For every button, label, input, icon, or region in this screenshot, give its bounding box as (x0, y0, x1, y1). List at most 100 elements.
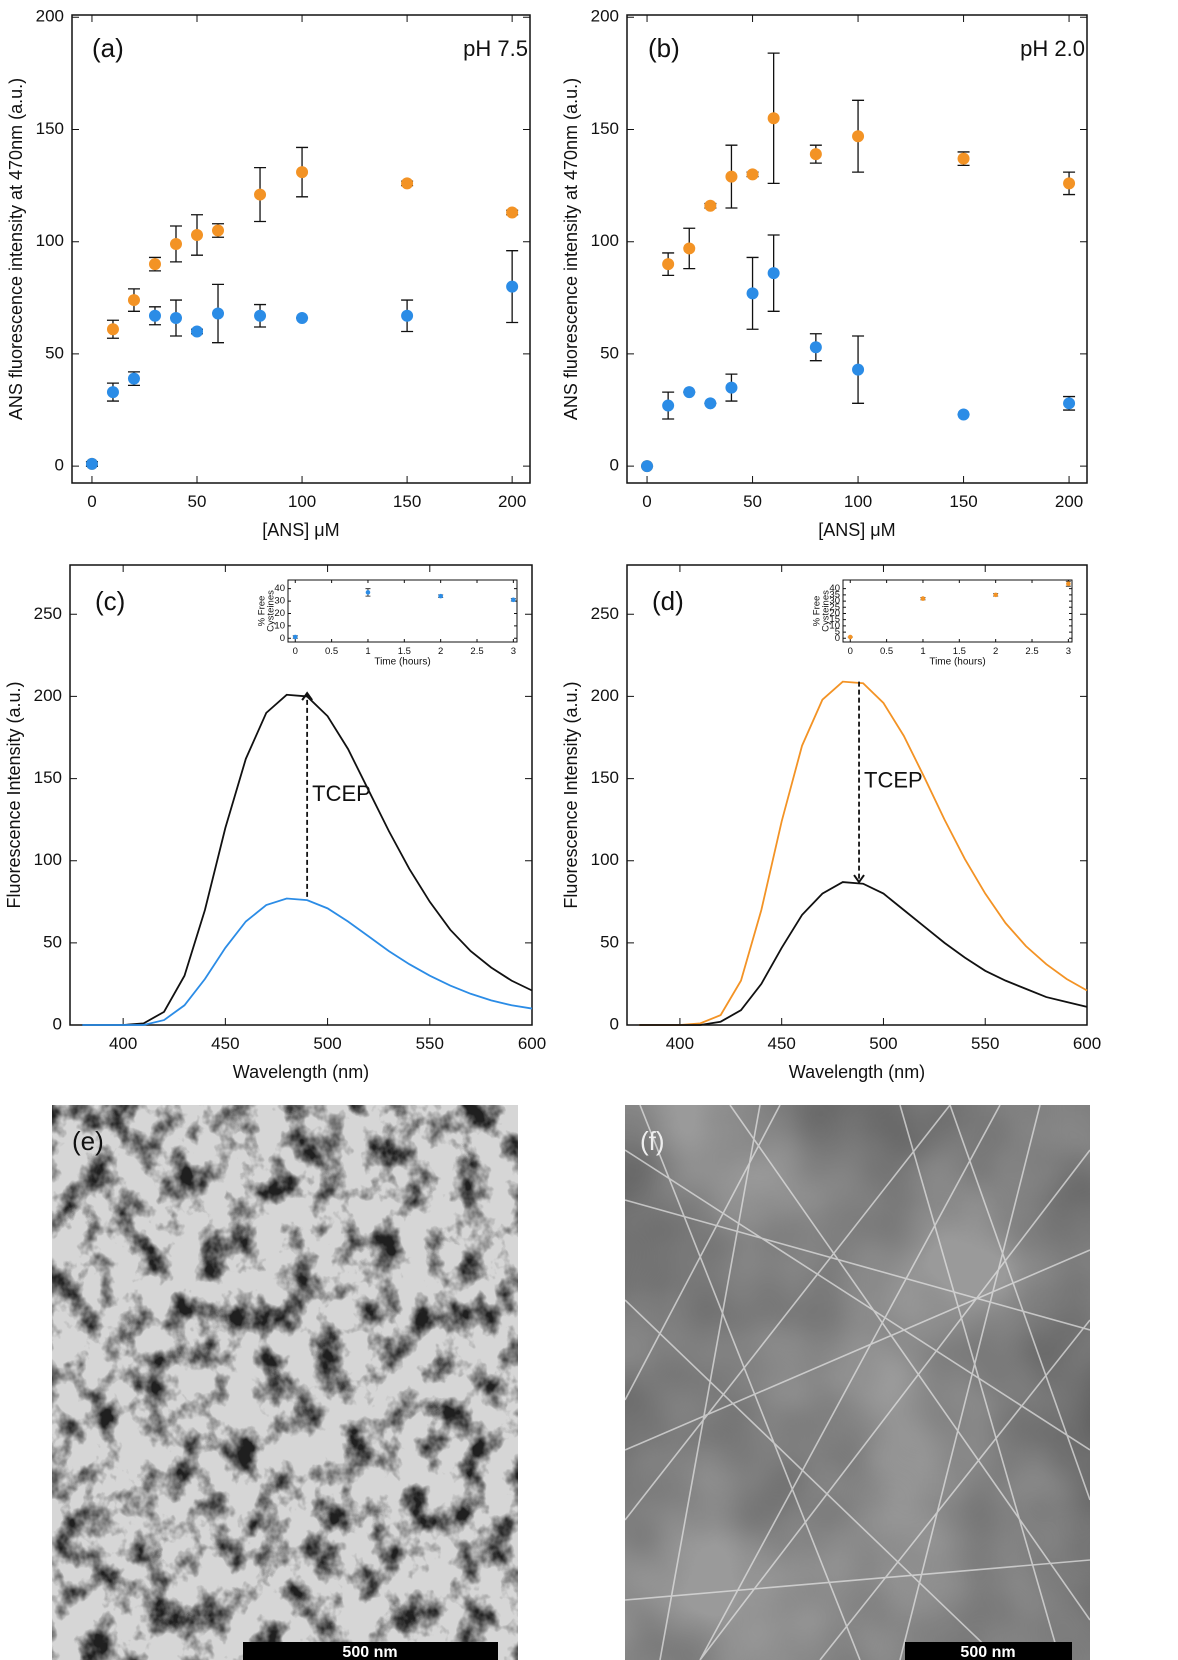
y-tick-label: 0 (280, 633, 285, 644)
point (212, 307, 225, 320)
y-tick-label: 200 (34, 686, 62, 705)
point (852, 130, 865, 143)
panel-label: (e) (72, 1126, 104, 1156)
point (106, 323, 119, 336)
y-tick-label: 25 (829, 602, 840, 613)
point (148, 258, 161, 271)
x-tick-label: 2 (993, 646, 998, 657)
annotation-label: TCEP (864, 768, 923, 793)
point (683, 242, 696, 255)
y-tick-label: 10 (829, 620, 840, 631)
x-tick-label: 450 (768, 1034, 796, 1053)
y-tick-label: 20 (274, 608, 285, 619)
point (993, 592, 998, 598)
y-tick-label: 0 (53, 1014, 62, 1033)
x-tick-label: 1.5 (398, 646, 411, 657)
panel-label: (c) (95, 586, 125, 616)
y-tick-label: 0 (610, 1014, 619, 1033)
annotation-arrowhead (853, 874, 865, 884)
point (365, 590, 371, 595)
y-tick-label: 200 (36, 7, 64, 26)
panel-note: pH 2.0 (1020, 36, 1085, 61)
panel-note: pH 7.5 (463, 36, 528, 61)
x-axis-label: [ANS] μM (818, 520, 895, 540)
point (847, 634, 853, 640)
plot-frame (842, 579, 1073, 643)
x-tick-label: 400 (109, 1034, 137, 1053)
point (1066, 581, 1071, 587)
y-tick-label: 0 (55, 456, 64, 475)
x-tick-label: 0 (642, 492, 651, 511)
panel-label: (f) (640, 1126, 665, 1156)
point (767, 112, 780, 125)
point (809, 148, 822, 161)
x-tick-label: 0 (87, 492, 96, 511)
plot-frame (71, 14, 531, 484)
point (191, 228, 204, 241)
y-axis-label: % Free (812, 596, 823, 627)
y-axis-label: ANS fluorescence intensity at 470nm (a.u… (561, 78, 581, 420)
point (957, 408, 970, 421)
y-tick-label: 250 (591, 604, 619, 623)
point (191, 325, 204, 338)
y-tick-label: 15 (829, 614, 840, 625)
y-tick-label: 100 (591, 850, 619, 869)
y-tick-label: 100 (591, 231, 619, 250)
point (296, 312, 309, 325)
panel-label: (b) (648, 33, 680, 63)
x-tick-label: 0.5 (880, 646, 893, 657)
y-tick-label: 30 (829, 596, 840, 607)
x-axis-label: [ANS] μM (262, 520, 339, 540)
point (641, 460, 654, 473)
y-tick-label: 40 (274, 583, 285, 594)
point (296, 166, 309, 179)
point (212, 224, 225, 237)
scale-bar-label: 500 nm (342, 1644, 397, 1660)
y-tick-label: 150 (591, 119, 619, 138)
x-tick-label: 2 (438, 646, 443, 657)
y-tick-label: 200 (591, 686, 619, 705)
point (511, 597, 516, 603)
x-tick-label: 2.5 (470, 646, 483, 657)
y-tick-label: 50 (45, 343, 64, 362)
x-axis-label: Wavelength (nm) (233, 1062, 369, 1082)
panel-label: (d) (652, 586, 684, 616)
point (506, 280, 519, 293)
point (292, 634, 298, 640)
x-tick-label: 100 (288, 492, 316, 511)
point (662, 258, 675, 271)
x-tick-label: 450 (211, 1034, 239, 1053)
point (85, 457, 98, 470)
annotation-label: TCEP (312, 781, 371, 806)
x-tick-label: 550 (416, 1034, 444, 1053)
point (254, 309, 267, 322)
x-axis-label: Time (hours) (929, 657, 985, 668)
x-tick-label: 50 (743, 492, 762, 511)
panel-label: (a) (92, 33, 124, 63)
point (683, 386, 696, 399)
point (127, 372, 140, 385)
point (106, 386, 119, 399)
point (1063, 177, 1076, 190)
point (401, 309, 414, 322)
x-tick-label: 1 (365, 646, 370, 657)
x-axis-label: Time (hours) (374, 657, 430, 668)
x-tick-label: 0.5 (325, 646, 338, 657)
y-tick-label: 50 (600, 932, 619, 951)
point (725, 381, 738, 394)
plot-frame (626, 14, 1088, 484)
point (767, 267, 780, 280)
y-tick-label: 35 (829, 589, 840, 600)
y-tick-label: 150 (34, 768, 62, 787)
point (746, 287, 759, 300)
x-tick-label: 150 (949, 492, 977, 511)
y-tick-label: 150 (36, 119, 64, 138)
scale-bar-label: 500 nm (960, 1644, 1015, 1660)
point (254, 188, 267, 201)
point (401, 177, 414, 190)
x-tick-label: 0 (848, 646, 853, 657)
point (169, 237, 182, 250)
point (1063, 397, 1076, 410)
x-tick-label: 0 (293, 646, 298, 657)
